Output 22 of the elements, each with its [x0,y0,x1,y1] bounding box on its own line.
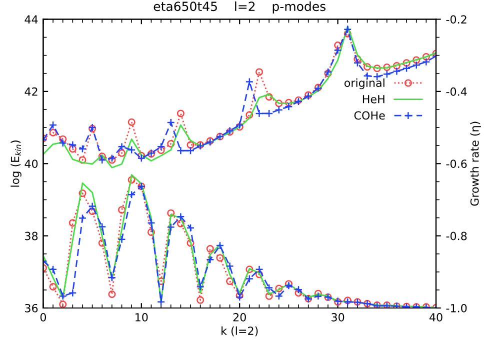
y-tick-label: 42 [24,87,38,96]
x-axis-title: k (l=2) [222,326,258,336]
y-tick-label: 44 [24,15,38,24]
chart-title: eta650t45 l=2 p-modes [154,1,326,14]
y-axis-title: log (E$_{kin}$) [10,140,22,187]
x-tick-label: 0 [40,313,46,322]
y-tick-label: 36 [25,304,38,312]
y2-tick-label: -0.6 [446,160,467,168]
y2-tick-label: -1.0 [446,304,467,312]
y-tick-label: 38 [25,232,38,240]
legend-label: HeH [362,95,384,104]
x-tick-label: 30 [332,313,344,322]
legend-label: original [344,78,384,90]
y2-tick-label: -0.8 [446,232,467,240]
y2-tick-label: -0.2 [446,15,466,24]
y2-axis-title: Growth rate (η) [470,122,481,206]
y-tick-label: 40 [24,160,38,168]
y2-tick-label: -0.4 [446,87,467,96]
x-tick-label: 40 [429,313,442,322]
x-tick-label: 20 [233,313,246,322]
legend-label: COHe [354,111,385,120]
x-tick-label: 10 [136,313,148,322]
